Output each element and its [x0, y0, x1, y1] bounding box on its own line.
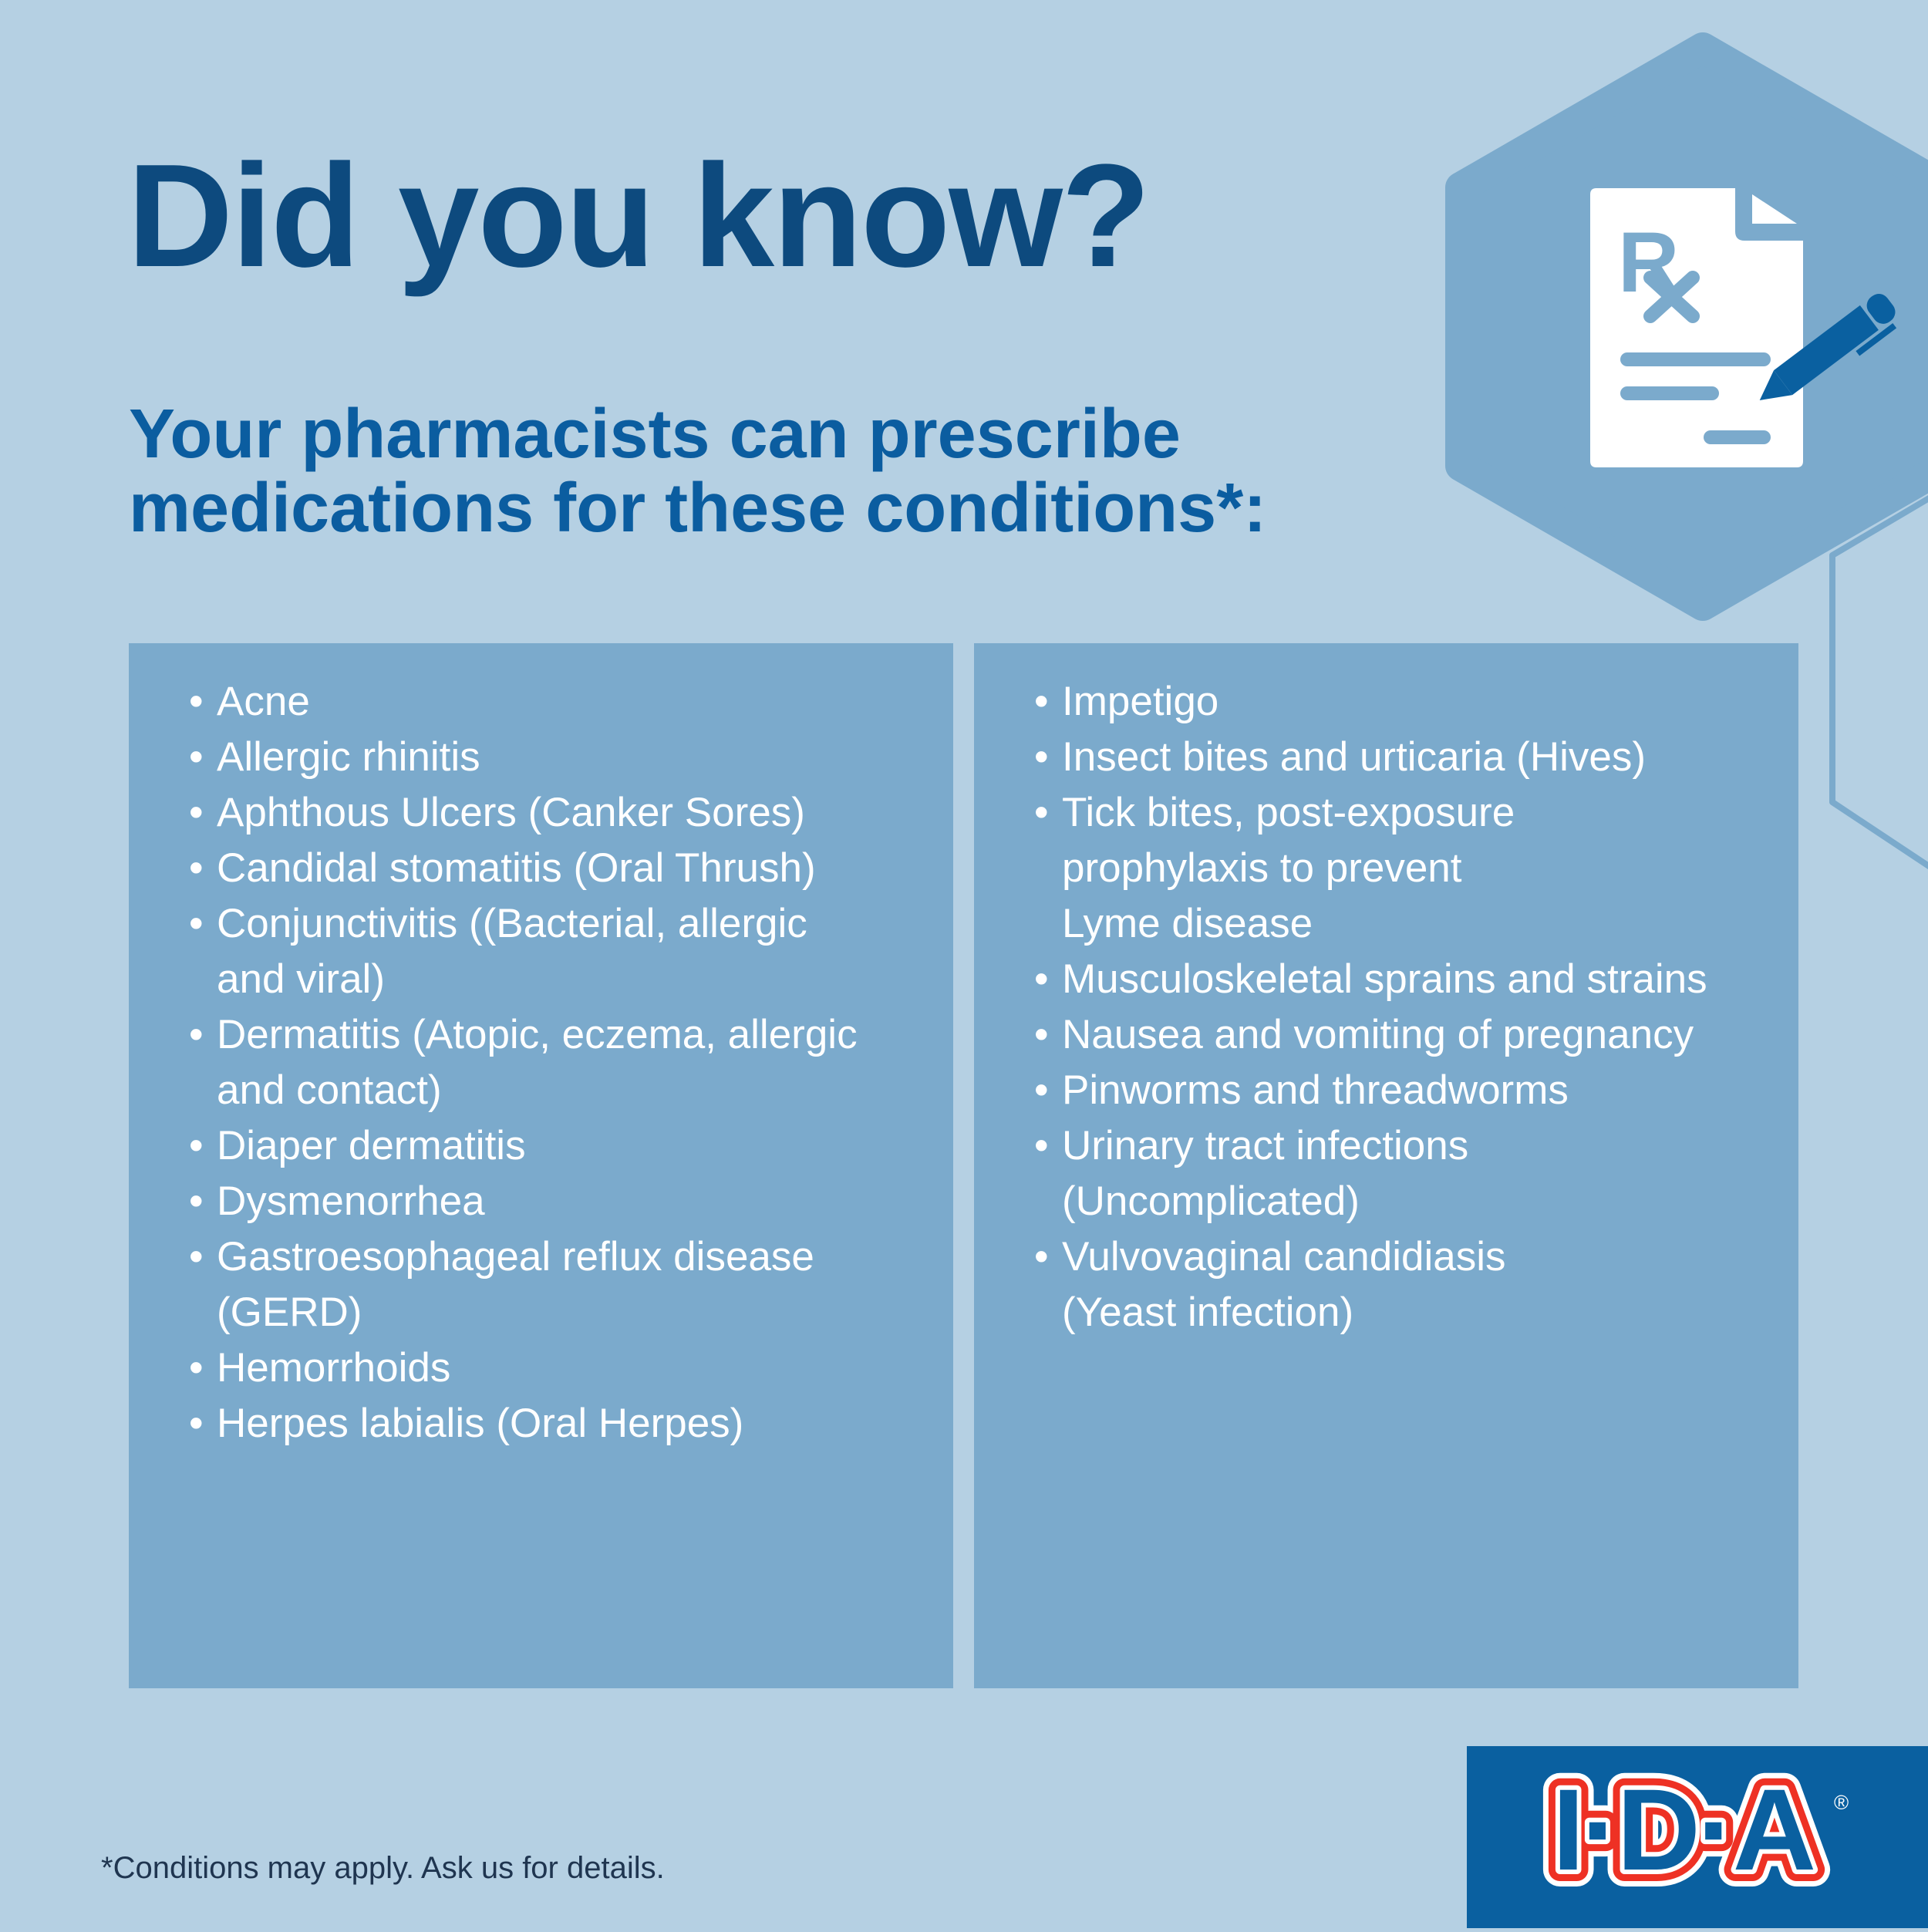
- ida-logo-mark: I·D·A I·D·A I·D·A ®: [1535, 1748, 1849, 1911]
- condition-text: Vulvovaginal candidiasis: [1062, 1234, 1506, 1280]
- condition-text: (GERD): [217, 1290, 362, 1335]
- conditions-list-left: • Acne • Allergic rhinitis • Aphthous Ulcers …: [189, 674, 938, 1452]
- bullet-icon: •: [1034, 1012, 1049, 1057]
- condition-item: • Vulvovaginal candidiasis (Yeast infectio…: [1034, 1229, 1783, 1340]
- condition-item: • Allergic rhinitis: [189, 730, 938, 785]
- condition-item: • Acne: [189, 674, 938, 730]
- hexagon-outline: [1829, 495, 1928, 870]
- condition-item: • Diaper dermatitis: [189, 1118, 938, 1174]
- bullet-icon: •: [189, 901, 204, 946]
- condition-text: prophylaxis to prevent: [1062, 845, 1462, 891]
- condition-item: • Conjunctivitis ((Bacterial, allergic and…: [189, 896, 938, 1007]
- bullet-icon: •: [1034, 1067, 1049, 1113]
- svg-text:I·D·A: I·D·A: [1552, 1765, 1814, 1894]
- bullet-icon: •: [189, 679, 204, 724]
- condition-text: Dysmenorrhea: [217, 1178, 485, 1224]
- condition-text: Hemorrhoids: [217, 1345, 451, 1391]
- condition-text: Acne: [217, 679, 310, 724]
- bullet-icon: •: [189, 1178, 204, 1224]
- condition-text: Pinworms and threadworms: [1062, 1067, 1569, 1113]
- condition-text: (Uncomplicated): [1062, 1178, 1360, 1224]
- bullet-icon: •: [189, 790, 204, 835]
- condition-text: Candidal stomatitis (Oral Thrush): [217, 845, 816, 891]
- subtitle-line-2: medications for these conditions*:: [129, 470, 1267, 547]
- condition-text: (Yeast infection): [1062, 1290, 1354, 1335]
- prescription-pen-icon: R: [1590, 188, 1897, 467]
- bullet-icon: •: [189, 845, 204, 891]
- condition-text: and contact): [217, 1067, 442, 1113]
- svg-text:®: ®: [1834, 1791, 1849, 1814]
- condition-item: • Impetigo: [1034, 674, 1783, 730]
- condition-text: Musculoskeletal sprains and strains: [1062, 956, 1707, 1002]
- page-title: Did you know?: [127, 134, 1151, 298]
- svg-text:I·D·A: I·D·A: [1552, 1765, 1814, 1894]
- bullet-icon: •: [189, 1345, 204, 1391]
- svg-text:I·D·A: I·D·A: [1552, 1765, 1814, 1894]
- condition-item: • Dermatitis (Atopic, eczema, allergic and…: [189, 1007, 938, 1118]
- bullet-icon: •: [1034, 956, 1049, 1002]
- condition-text: Aphthous Ulcers (Canker Sores): [217, 790, 805, 835]
- condition-item: • Hemorrhoids: [189, 1340, 938, 1396]
- condition-item: • Gastroesophageal reflux disease (GERD): [189, 1229, 938, 1340]
- bullet-icon: •: [1034, 734, 1049, 780]
- condition-text: Diaper dermatitis: [217, 1123, 526, 1168]
- conditions-panel-left: • Acne • Allergic rhinitis • Aphthous Ulcers …: [129, 643, 953, 1688]
- condition-item: • Urinary tract infections (Uncomplicated): [1034, 1118, 1783, 1229]
- page-subtitle: Your pharmacists can prescribe medicatio…: [129, 397, 1440, 545]
- condition-item: • Herpes labialis (Oral Herpes): [189, 1396, 938, 1452]
- condition-text: Lyme disease: [1062, 901, 1313, 946]
- condition-text: Tick bites, post-exposure: [1062, 790, 1515, 835]
- footnote: *Conditions may apply. Ask us for detail…: [101, 1851, 665, 1885]
- condition-text: and viral): [217, 956, 385, 1002]
- condition-item: • Dysmenorrhea: [189, 1174, 938, 1229]
- condition-text: Nausea and vomiting of pregnancy: [1062, 1012, 1694, 1057]
- condition-item: • Pinworms and threadworms: [1034, 1063, 1783, 1118]
- condition-item: • Musculoskeletal sprains and strains: [1034, 952, 1783, 1007]
- bullet-icon: •: [189, 1234, 204, 1280]
- bullet-icon: •: [1034, 1123, 1049, 1168]
- condition-text: Urinary tract infections: [1062, 1123, 1469, 1168]
- bullet-icon: •: [189, 1401, 204, 1446]
- condition-item: • Insect bites and urticaria (Hives): [1034, 730, 1783, 785]
- condition-text: Gastroesophageal reflux disease: [217, 1234, 814, 1280]
- condition-text: Insect bites and urticaria (Hives): [1062, 734, 1647, 780]
- condition-text: Herpes labialis (Oral Herpes): [217, 1401, 744, 1446]
- bullet-icon: •: [189, 734, 204, 780]
- condition-text: Dermatitis (Atopic, eczema, allergic: [217, 1012, 858, 1057]
- condition-text: Conjunctivitis ((Bacterial, allergic: [217, 901, 807, 946]
- bullet-icon: •: [1034, 1234, 1049, 1280]
- condition-text: Impetigo: [1062, 679, 1219, 724]
- condition-item: • Candidal stomatitis (Oral Thrush): [189, 841, 938, 896]
- condition-item: • Tick bites, post-exposure prophylaxis to…: [1034, 785, 1783, 952]
- bullet-icon: •: [1034, 679, 1049, 724]
- bullet-icon: •: [189, 1012, 204, 1057]
- condition-item: • Nausea and vomiting of pregnancy: [1034, 1007, 1783, 1063]
- condition-item: • Aphthous Ulcers (Canker Sores): [189, 785, 938, 841]
- conditions-list-right: • Impetigo • Insect bites and urticaria (Hi…: [1034, 674, 1783, 1340]
- condition-text: Allergic rhinitis: [217, 734, 480, 780]
- subtitle-line-1: Your pharmacists can prescribe: [129, 396, 1181, 473]
- conditions-panel-right: • Impetigo • Insect bites and urticaria (Hi…: [974, 643, 1798, 1688]
- bullet-icon: •: [1034, 790, 1049, 835]
- bullet-icon: •: [189, 1123, 204, 1168]
- ida-logo: I·D·A I·D·A I·D·A ®: [1467, 1746, 1928, 1928]
